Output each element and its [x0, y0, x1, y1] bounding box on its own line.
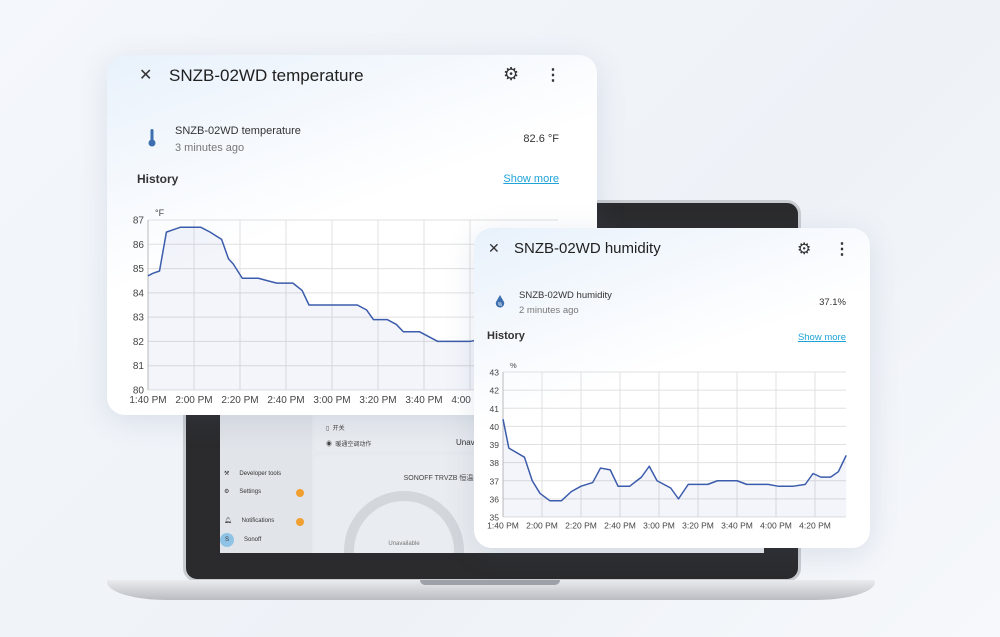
dialog-title: SNZB-02WD humidity [514, 240, 661, 257]
gear-icon[interactable]: ⚙ [797, 241, 812, 258]
y-tick-label: 83 [133, 313, 145, 324]
eye-icon: ◉ [326, 442, 333, 448]
entity-row-hvac[interactable]: ◉ 暖通空调动作 Unav [326, 438, 475, 448]
history-heading: History [487, 330, 525, 342]
entity-name: SNZB-02WD temperature [175, 125, 301, 137]
show-more-link[interactable]: Show more [797, 332, 846, 343]
x-tick-label: 2:20 PM [221, 395, 258, 406]
x-tick-label: 4:00 PM [760, 521, 792, 531]
water-percent-icon: % [495, 295, 505, 308]
x-tick-label: 3:20 PM [359, 395, 396, 406]
x-tick-label: 1:40 PM [487, 521, 519, 531]
x-tick-label: 1:40 PM [129, 395, 166, 406]
humidity-dialog: ✕ SNZB-02WD humidity ⚙ ⋮ % SNZB-02WD hum… [474, 228, 870, 548]
y-tick-label: 42 [490, 386, 500, 396]
entity-state: 37.1% [819, 297, 846, 308]
history-heading: History [137, 172, 179, 186]
x-tick-label: 3:20 PM [682, 521, 714, 531]
sidebar-item-profile[interactable]: S Sonoff [220, 533, 261, 547]
unit-label: °F [155, 208, 165, 218]
last-changed: 2 minutes ago [519, 305, 579, 316]
sidebar-item-developer-tools[interactable]: ⚒ Developer tools [224, 470, 282, 478]
more-vertical-icon[interactable]: ⋮ [834, 241, 850, 258]
y-tick-label: 41 [490, 404, 500, 414]
bell-icon: 🔔︎ [224, 518, 232, 524]
gear-icon[interactable]: ⚙ [503, 64, 520, 84]
sidebar-item-settings[interactable]: ⚙ Settings [224, 488, 262, 496]
temperature-history-chart[interactable]: 80 81 82 83 84 85 86 87 1:40 PM 2:00 PM 2:20 PM 2:4… [107, 200, 597, 415]
laptop-notch [420, 580, 560, 585]
entity-row-switch[interactable]: ▯ 开关 [326, 426, 345, 432]
thermometer-icon [148, 129, 156, 147]
y-tick-label: 35 [490, 513, 500, 523]
y-tick-label: 86 [133, 240, 145, 251]
y-tick-label: 37 [490, 476, 500, 486]
more-vertical-icon[interactable]: ⋮ [545, 67, 561, 84]
y-tick-label: 84 [133, 288, 145, 299]
x-tick-label: 2:00 PM [526, 521, 558, 531]
x-tick-label: 3:00 PM [313, 395, 350, 406]
humidity-history-chart[interactable]: 35 36 37 38 39 40 41 42 43 1:40 PM 2:00 PM 2:20 PM 2… [474, 358, 870, 548]
notifications-badge [296, 518, 304, 526]
y-tick-label: 82 [133, 337, 145, 348]
show-more-link[interactable]: Show more [503, 173, 559, 185]
dialog-title: SNZB-02WD temperature [169, 66, 364, 85]
laptop-base [107, 580, 875, 600]
x-tick-label: 2:00 PM [175, 395, 212, 406]
y-tick-label: 39 [490, 440, 500, 450]
series-area [148, 227, 539, 390]
x-tick-label: 4:20 PM [799, 521, 831, 531]
y-tick-label: 80 [133, 386, 145, 397]
y-tick-label: 87 [133, 216, 145, 227]
gear-icon: ⚙ [224, 489, 230, 495]
y-tick-label: 81 [133, 361, 145, 372]
x-tick-label: 3:40 PM [405, 395, 442, 406]
y-tick-label: 36 [490, 494, 500, 504]
close-icon[interactable]: ✕ [139, 67, 153, 84]
close-icon[interactable]: ✕ [488, 240, 500, 256]
thermostat-title: SONOFF TRVZB 恒温器 [403, 475, 481, 482]
x-tick-label: 3:00 PM [643, 521, 675, 531]
x-tick-label: 4:00 PM [451, 395, 488, 406]
x-tick-label: 3:40 PM [721, 521, 753, 531]
y-tick-label: 85 [133, 264, 145, 275]
x-tick-label: 2:20 PM [565, 521, 597, 531]
y-tick-label: 43 [490, 368, 500, 378]
hammer-icon: ⚒ [224, 471, 230, 477]
series-area [503, 419, 847, 517]
avatar: S [220, 533, 234, 547]
sidebar: ⚒ Developer tools ⚙ Settings 🔔︎ Notificatio… [220, 415, 312, 553]
svg-text:%: % [498, 302, 503, 308]
settings-badge [296, 489, 304, 497]
switch-icon: ▯ [326, 426, 330, 432]
entity-name: SNZB-02WD humidity [519, 290, 612, 301]
entity-state: 82.6 °F [523, 133, 559, 145]
thermostat-status: Unavailable [388, 541, 420, 547]
x-tick-label: 2:40 PM [267, 395, 304, 406]
last-changed: 3 minutes ago [175, 142, 245, 154]
x-tick-label: 2:40 PM [604, 521, 636, 531]
hvac-action-value: Unav [456, 438, 475, 447]
unit-label: % [510, 361, 517, 370]
sidebar-item-notifications[interactable]: 🔔︎ Notifications [224, 517, 275, 525]
y-tick-label: 38 [490, 458, 500, 468]
y-tick-label: 40 [490, 422, 500, 432]
